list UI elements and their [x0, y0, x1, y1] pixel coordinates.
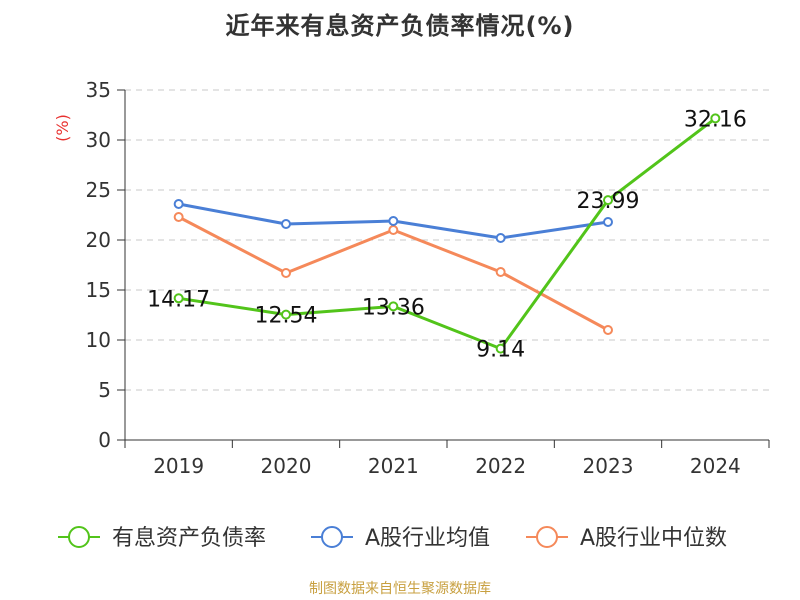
- y-tick-label: 35: [86, 78, 111, 102]
- y-tick-label: 30: [86, 128, 111, 152]
- data-point: [495, 267, 506, 277]
- data-label: 32.16: [684, 107, 747, 132]
- y-tick-label: 10: [86, 328, 111, 352]
- y-tick-label: 15: [86, 278, 111, 302]
- data-point: [495, 233, 506, 243]
- data-point: [173, 199, 184, 209]
- data-point: [603, 217, 613, 227]
- legend-marker: [321, 526, 343, 548]
- data-point: [173, 212, 184, 222]
- data-labels: 14.17 12.54 13.36 9.14 23.99 32.16: [147, 107, 747, 362]
- data-point: [388, 301, 399, 312]
- grid-lines: [125, 89, 769, 391]
- chart-title: 近年来有息资产负债率情况(%): [225, 12, 575, 40]
- data-label: 23.99: [577, 189, 640, 214]
- series-group: [173, 113, 721, 354]
- x-tick-label: 2021: [368, 454, 419, 478]
- x-tick-label: 2022: [475, 454, 526, 478]
- x-tick-label: 2023: [583, 454, 634, 478]
- legend-label: A股行业均值: [365, 526, 490, 551]
- legend-marker: [536, 526, 558, 548]
- data-label: 12.54: [255, 304, 318, 329]
- series-line: [178, 117, 717, 351]
- data-point: [388, 216, 399, 226]
- x-tick-label: 2019: [153, 454, 204, 478]
- data-point: [281, 309, 291, 320]
- data-label: 14.17: [147, 287, 210, 312]
- y-axis-label: (%): [53, 114, 72, 142]
- data-point: [173, 293, 184, 304]
- data-point: [388, 225, 399, 235]
- y-tick-label: 5: [98, 378, 111, 402]
- data-point: [495, 343, 506, 354]
- data-point: [281, 268, 291, 278]
- y-tick-label: 0: [98, 428, 111, 452]
- data-point: [281, 219, 291, 229]
- legend-marker: [68, 526, 90, 548]
- data-point: [710, 113, 721, 124]
- legend-label: 有息资产负债率: [112, 526, 266, 551]
- axes: 0 5 10 15 20 25 30 35 2019 2020 2021 2022 2023 2024: [86, 78, 770, 478]
- data-label: 9.14: [476, 338, 525, 363]
- data-point: [603, 195, 613, 206]
- y-tick-label: 20: [86, 228, 111, 252]
- y-tick-label: 25: [86, 178, 111, 202]
- x-tick-label: 2020: [261, 454, 312, 478]
- x-tick-label: 2024: [690, 454, 741, 478]
- data-label: 13.36: [362, 295, 425, 320]
- data-point: [603, 325, 613, 335]
- source-note: 制图数据来自恒生聚源数据库: [309, 581, 491, 597]
- legend-label: A股行业中位数: [580, 526, 727, 551]
- legend: 有息资产负债率 A股行业均值 A股行业中位数: [58, 526, 727, 551]
